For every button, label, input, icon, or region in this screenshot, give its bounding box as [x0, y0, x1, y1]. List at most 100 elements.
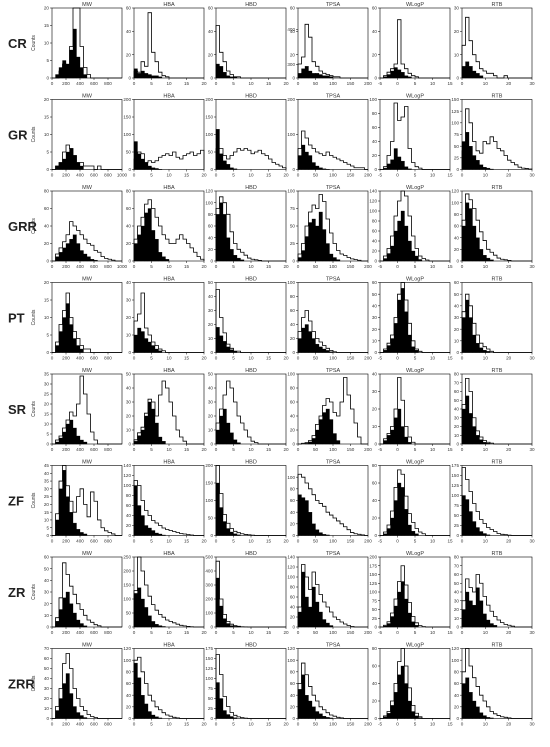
filled-bar [226, 528, 231, 536]
y-tick-label: 100 [451, 120, 459, 125]
panel-gr-rtb: RTB 0 10 20 30 0 25 50 75 100 125 150 [451, 94, 535, 178]
y-tick-label: 10 [44, 315, 50, 320]
filled-bar [390, 159, 395, 170]
x-tick-label: 20 [283, 539, 289, 544]
outline-histogram [133, 12, 204, 79]
filled-bar [76, 162, 81, 170]
panel-title: MW [82, 2, 93, 8]
x-tick-label: -5 [378, 173, 383, 178]
x-tick-label: 0 [51, 264, 54, 269]
filled-bar [76, 56, 81, 79]
x-tick-label: 800 [104, 447, 112, 452]
filled-bar [461, 683, 466, 719]
filled-bar [79, 715, 84, 719]
y-tick-label: 50 [372, 607, 378, 612]
x-tick-label: 0 [461, 81, 464, 86]
x-tick-label: 20 [283, 356, 289, 361]
filled-bar [226, 714, 231, 719]
filled-bar [397, 408, 402, 445]
filled-bar [226, 346, 231, 353]
panel-title: HBD [245, 643, 257, 649]
x-tick-label: 150 [347, 356, 355, 361]
x-tick-label: 15 [184, 264, 190, 269]
x-tick-label: 100 [329, 539, 337, 544]
filled-bar [72, 427, 77, 445]
y-tick-label: 20 [126, 704, 132, 709]
y-tick-label: 40 [372, 139, 378, 144]
filled-bar [151, 408, 156, 445]
y-tick-label: 50 [126, 611, 132, 616]
x-tick-label: 800 [104, 722, 112, 727]
filled-bar [304, 236, 309, 262]
y-tick-label: 150 [205, 115, 213, 120]
y-tick-label: 20 [372, 516, 378, 521]
filled-bar [400, 487, 405, 536]
filled-bar [315, 711, 320, 719]
filled-bar [336, 440, 341, 445]
y-tick-label: 120 [123, 473, 131, 478]
filled-bar [219, 605, 224, 628]
x-tick-label: 5 [232, 630, 235, 635]
y-tick-label: 60 [44, 206, 50, 211]
panel-title: RTB [492, 2, 503, 8]
x-tick-label: -5 [378, 81, 383, 86]
y-tick-label: 100 [451, 493, 459, 498]
outline-histogram [133, 556, 204, 628]
x-tick-label: 5 [414, 630, 417, 635]
x-tick-label: 20 [506, 173, 512, 178]
x-tick-label: 30 [529, 81, 535, 86]
x-tick-label: 10 [430, 173, 436, 178]
y-tick-label: 0 [456, 442, 459, 447]
x-tick-label: 15 [447, 81, 453, 86]
x-tick-label: 10 [248, 264, 254, 269]
filled-bar [475, 73, 480, 79]
filled-bar [76, 619, 81, 628]
panel-title: MW [82, 460, 93, 466]
y-tick-label: 20 [208, 52, 214, 57]
filled-bar [151, 530, 156, 536]
y-axis-label: Counts [31, 126, 37, 142]
filled-bar [154, 348, 159, 353]
y-tick-label: 40 [126, 513, 132, 518]
outline-histogram [133, 380, 204, 445]
y-tick-label: 120 [287, 565, 295, 570]
x-tick-label: 10 [483, 264, 489, 269]
y-tick-label: 0 [128, 625, 131, 630]
x-tick-label: 5 [150, 81, 153, 86]
x-tick-label: 0 [133, 264, 136, 269]
filled-bar [325, 408, 330, 445]
panel-title: TPSA [326, 94, 341, 100]
filled-bar [475, 160, 480, 170]
x-tick-label: 0 [215, 722, 218, 727]
y-tick-label: 100 [205, 676, 213, 681]
axes-frame [461, 7, 533, 79]
filled-bar [472, 604, 477, 628]
x-tick-label: 400 [76, 81, 84, 86]
y-tick-label: 200 [205, 97, 213, 102]
x-tick-label: 20 [506, 447, 512, 452]
y-tick-label: 50 [208, 516, 214, 521]
x-tick-label: 20 [201, 539, 207, 544]
x-tick-label: 100 [329, 264, 337, 269]
filled-bar [301, 250, 306, 262]
y-tick-label: 20 [454, 607, 460, 612]
y-tick-label: 50 [208, 150, 214, 155]
filled-bar [479, 531, 484, 536]
row-label: CR [8, 36, 27, 51]
filled-bar [147, 208, 152, 262]
x-tick-label: 200 [62, 539, 70, 544]
filled-bar [62, 158, 67, 170]
filled-bar [325, 243, 330, 262]
y-tick-label: 0 [210, 167, 213, 172]
y-tick-label: 10 [44, 706, 50, 711]
filled-bar [222, 160, 227, 170]
y-tick-label: 40 [126, 29, 132, 34]
filled-bar [311, 523, 316, 536]
filled-bar [393, 605, 398, 628]
y-tick-label: 175 [451, 463, 459, 468]
filled-bar [465, 299, 470, 353]
